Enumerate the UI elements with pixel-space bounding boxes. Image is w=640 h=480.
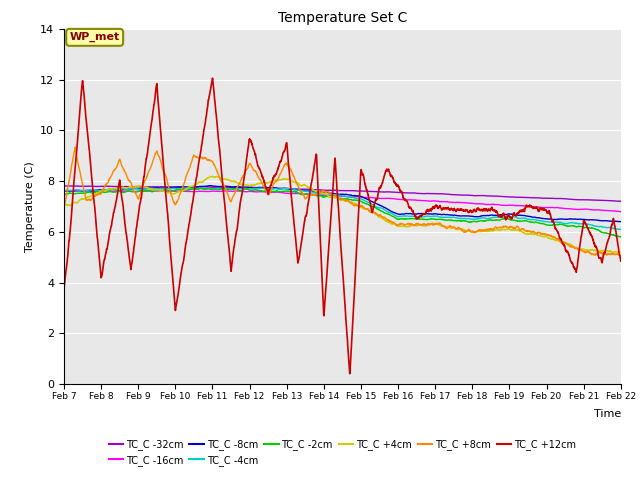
- Legend: TC_C -32cm, TC_C -16cm, TC_C -8cm, TC_C -4cm, TC_C -2cm, TC_C +4cm, TC_C +8cm, T: TC_C -32cm, TC_C -16cm, TC_C -8cm, TC_C …: [104, 435, 580, 469]
- Y-axis label: Temperature (C): Temperature (C): [24, 161, 35, 252]
- Title: Temperature Set C: Temperature Set C: [278, 11, 407, 25]
- Text: Time: Time: [593, 409, 621, 419]
- Text: WP_met: WP_met: [70, 32, 120, 43]
